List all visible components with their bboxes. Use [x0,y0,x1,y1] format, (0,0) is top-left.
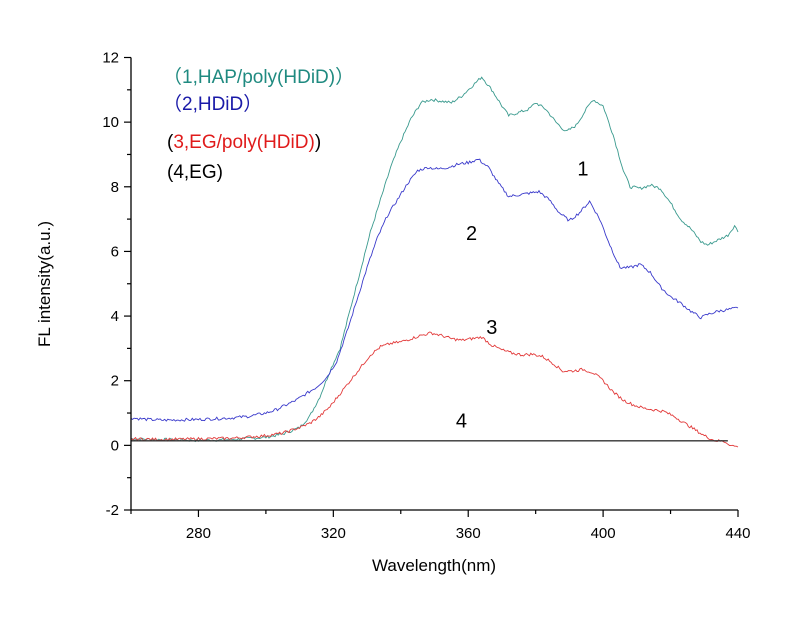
y-tick-label: 10 [102,114,119,131]
x-tick-label: 360 [456,525,481,542]
y-tick-label: 0 [111,437,119,454]
legend-text-part: ) [315,132,321,153]
legend-text-part: (4,EG) [167,162,223,183]
legend-text-part: （2,HDiD） [163,93,262,115]
y-axis-title: FL intensity(a.u.) [35,221,54,347]
x-tick-label: 400 [591,525,616,542]
y-tick-label: 4 [111,308,119,325]
legend-entry-3: (3,EG/poly(HDiD)) [167,132,321,153]
legend-text-part: 3,EG/poly(HDiD) [173,132,314,153]
legend-entry-2: （2,HDiD） [163,93,262,115]
legend-text-part: （1,HAP/poly(HDiD)） [163,66,354,88]
y-tick-label: 12 [102,50,119,67]
curve-label-1: 1 [577,158,588,180]
y-tick-label: -2 [106,502,119,519]
x-ticks: 280 320 360 400 440 [130,510,751,542]
curve-label-4: 4 [456,411,467,433]
y-tick-label: 8 [111,179,119,196]
curve-label-2: 2 [466,223,477,245]
series-line-2 [130,158,739,422]
x-axis-title: Wavelength(nm) [372,556,496,575]
legend-text-part: ( [167,132,174,153]
y-tick-label: 2 [111,373,119,390]
x-tick-label: 280 [186,525,211,542]
legend-entry-4: (4,EG) [167,162,223,183]
x-tick-label: 320 [321,525,346,542]
x-tick-label: 440 [725,525,750,542]
y-tick-label: 6 [111,243,119,260]
legend: （1,HAP/poly(HDiD)） （2,HDiD） (3,EG/poly(HDi… [163,66,354,183]
series-line-1 [130,76,739,443]
curve-labels: 1 2 3 4 [456,158,589,432]
curve-label-3: 3 [486,317,497,339]
y-ticks: -2 0 2 4 6 8 10 12 [102,50,131,519]
plot-series [130,76,739,448]
series-line-3 [130,331,739,448]
legend-entry-1: （1,HAP/poly(HDiD)） [163,66,354,88]
